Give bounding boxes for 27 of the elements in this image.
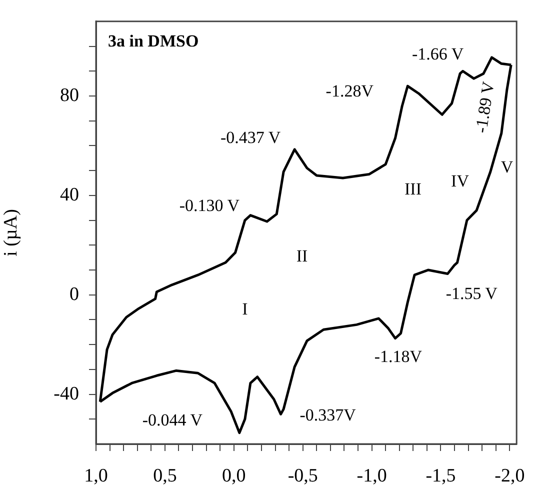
x-tick-label: 0,0 — [222, 465, 246, 486]
y-tick-label: 40 — [60, 184, 79, 206]
annotation: III — [404, 179, 422, 198]
x-tick-label: -1,0 — [356, 465, 387, 486]
annotation: IV — [451, 171, 470, 190]
x-tick-label: -1,5 — [426, 465, 456, 486]
annotation: -0.044 V — [142, 410, 204, 430]
annotation: II — [296, 246, 308, 266]
annotation: -1.18V — [374, 346, 423, 366]
annotation: -0.337V — [300, 406, 357, 425]
annotation: V — [500, 157, 514, 176]
y-tick-label: 0 — [70, 284, 79, 305]
x-tick-label: -2,0 — [494, 465, 525, 486]
annotation: -0.130 V — [179, 196, 240, 215]
y-tick-label: -40 — [54, 383, 79, 404]
annotation: -1.55 V — [446, 284, 498, 304]
annotation: -0.437 V — [220, 128, 282, 147]
x-tick-label: 1,0 — [84, 465, 108, 486]
y-tick-label: 80 — [60, 84, 79, 106]
y-axis-title: i (µA) — [0, 209, 22, 256]
annotation: -1.28V — [326, 82, 374, 100]
x-tick-label: -0,5 — [288, 465, 318, 486]
text: 3a in DMSO — [108, 31, 199, 50]
annotation: I — [242, 299, 248, 318]
annotation: -1.66 V — [412, 44, 464, 64]
x-tick-label: 0,5 — [153, 465, 177, 486]
annotation: -1.89 V — [471, 80, 498, 134]
